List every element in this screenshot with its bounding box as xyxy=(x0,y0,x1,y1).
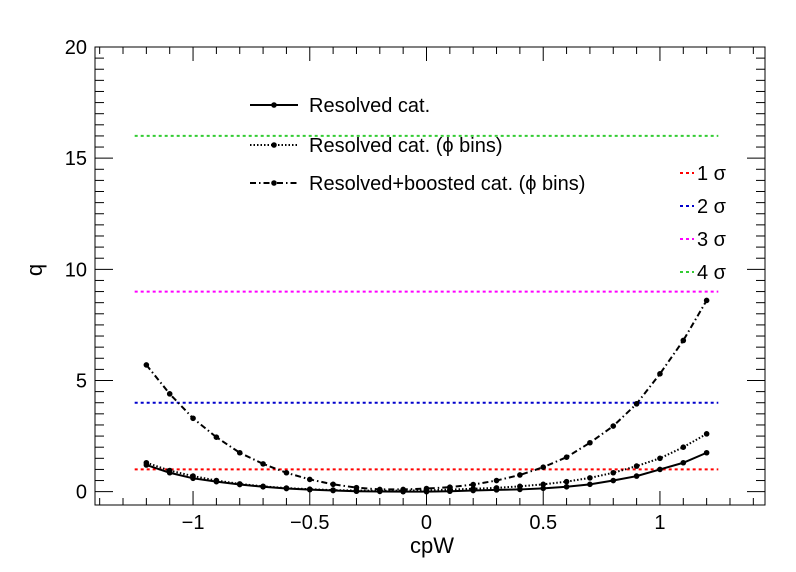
x-tick-label: −1 xyxy=(182,512,205,534)
plot-border xyxy=(94,46,766,506)
data-point xyxy=(166,391,173,397)
data-point xyxy=(447,484,453,491)
data-point xyxy=(493,485,500,491)
data-point xyxy=(143,362,150,368)
data-point xyxy=(517,483,523,490)
data-point xyxy=(260,483,266,490)
x-axis: −1 −0.5 0 0.5 1 xyxy=(99,47,754,534)
data-point xyxy=(470,481,476,488)
data-point xyxy=(236,449,243,456)
data-point xyxy=(260,461,266,467)
data-point xyxy=(190,415,196,422)
y-axis-label: q xyxy=(22,264,47,276)
sigma-legend-label: 2 σ xyxy=(697,196,727,218)
legend-marker xyxy=(271,102,277,108)
x-tick-label: 1 xyxy=(654,512,665,534)
data-point xyxy=(213,434,220,440)
data-point xyxy=(563,478,570,485)
data-point xyxy=(633,473,640,479)
y-axis: 0 5 10 15 20 xyxy=(65,37,765,504)
legend-label: Resolved cat. (ϕ bins) xyxy=(309,135,503,157)
data-point xyxy=(166,467,173,474)
y-tick-label: 0 xyxy=(76,482,87,504)
data-point xyxy=(633,463,640,469)
legend-label: Resolved cat. xyxy=(309,95,430,117)
data-point xyxy=(587,481,593,488)
data-point xyxy=(423,485,430,492)
reference-lines xyxy=(134,134,719,471)
data-point xyxy=(657,466,663,473)
data-point xyxy=(587,439,593,446)
data-point xyxy=(400,486,406,493)
data-point xyxy=(657,371,663,377)
data-point xyxy=(517,472,523,478)
data-point xyxy=(703,431,710,437)
data-point xyxy=(213,477,220,484)
data-point xyxy=(703,449,710,456)
data-point xyxy=(680,337,687,344)
x-tick-label: 0 xyxy=(421,512,432,534)
y-tick-label: 20 xyxy=(65,37,87,59)
data-point xyxy=(330,481,336,488)
series-line xyxy=(145,299,708,491)
x-tick-label: 0.5 xyxy=(529,512,557,534)
sigma-legend-label: 1 σ xyxy=(697,163,727,185)
y-tick-label: 10 xyxy=(65,259,87,281)
plot-frame xyxy=(94,46,766,506)
data-point xyxy=(610,477,617,484)
sigma-legend: 1 σ 2 σ 3 σ 4 σ xyxy=(680,163,727,284)
data-point xyxy=(540,464,547,471)
sigma-legend-label: 3 σ xyxy=(697,229,727,251)
legend-marker xyxy=(271,142,277,148)
data-point xyxy=(143,459,150,466)
data-point xyxy=(680,459,687,466)
x-tick-label: −0.5 xyxy=(290,512,329,534)
series-layer xyxy=(143,297,710,495)
y-tick-label: 5 xyxy=(76,370,87,392)
data-point xyxy=(190,473,196,479)
data-point xyxy=(353,484,360,491)
data-point xyxy=(563,483,570,490)
y-tick-label: 15 xyxy=(65,148,87,170)
legend-label: Resolved+boosted cat. (ϕ bins) xyxy=(309,173,585,195)
data-point xyxy=(306,486,313,493)
series-legend: Resolved cat. Resolved cat. (ϕ bins) Resol… xyxy=(250,95,585,195)
data-point xyxy=(633,401,640,407)
data-point xyxy=(703,297,710,304)
legend-marker xyxy=(271,180,277,186)
data-point xyxy=(283,469,290,476)
data-point xyxy=(540,481,547,488)
data-point xyxy=(306,476,313,483)
data-point xyxy=(563,454,570,460)
sigma-legend-label: 4 σ xyxy=(697,262,727,284)
data-point xyxy=(283,485,290,491)
data-point xyxy=(540,485,547,492)
data-point xyxy=(236,481,243,487)
data-point xyxy=(657,455,663,462)
x-axis-label: cpW xyxy=(410,533,454,558)
data-point xyxy=(493,477,500,484)
data-point xyxy=(610,423,617,429)
data-point xyxy=(610,469,617,476)
series-line xyxy=(146,432,708,492)
data-point xyxy=(470,485,476,492)
data-point xyxy=(330,487,336,493)
data-point xyxy=(680,444,687,450)
data-point xyxy=(377,486,383,493)
data-point xyxy=(587,475,593,481)
